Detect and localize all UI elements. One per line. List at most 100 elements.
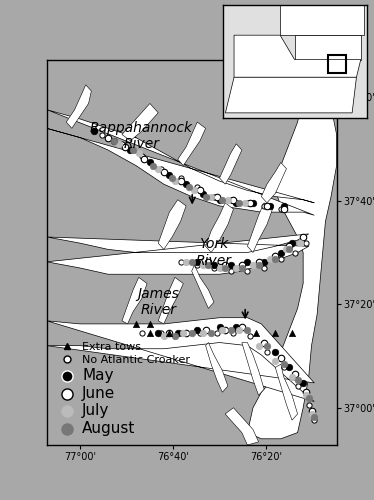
Point bbox=[311, 413, 317, 421]
Polygon shape bbox=[122, 278, 147, 324]
Point bbox=[272, 252, 278, 260]
Point bbox=[272, 254, 278, 262]
Point bbox=[283, 246, 289, 254]
Polygon shape bbox=[275, 364, 298, 420]
Point bbox=[300, 379, 306, 387]
Point bbox=[295, 382, 301, 390]
Point bbox=[214, 329, 220, 337]
Point bbox=[128, 146, 134, 154]
Point bbox=[158, 329, 164, 337]
Point bbox=[194, 326, 200, 334]
Point bbox=[158, 164, 164, 172]
Point bbox=[303, 388, 309, 396]
Point bbox=[222, 326, 228, 334]
Point bbox=[147, 320, 153, 328]
Point bbox=[289, 239, 295, 247]
Point bbox=[247, 199, 253, 207]
Point bbox=[166, 329, 172, 337]
Polygon shape bbox=[226, 78, 356, 113]
Point bbox=[247, 332, 253, 340]
Point bbox=[280, 364, 286, 372]
Point bbox=[111, 136, 117, 144]
Point bbox=[183, 329, 189, 337]
Point bbox=[138, 329, 144, 337]
Point bbox=[250, 199, 256, 207]
Point bbox=[245, 267, 251, 275]
Polygon shape bbox=[248, 60, 337, 439]
Point bbox=[239, 323, 245, 331]
Point bbox=[161, 332, 167, 340]
Point bbox=[272, 357, 278, 365]
Polygon shape bbox=[178, 122, 206, 166]
Point bbox=[261, 338, 267, 346]
Point bbox=[250, 261, 256, 269]
Point bbox=[91, 128, 97, 136]
Point bbox=[278, 254, 284, 262]
Point bbox=[178, 329, 184, 337]
Polygon shape bbox=[280, 5, 364, 35]
Polygon shape bbox=[122, 104, 158, 141]
Point bbox=[155, 164, 161, 172]
Point bbox=[147, 329, 153, 337]
Point bbox=[228, 196, 234, 203]
Point bbox=[272, 348, 278, 356]
Point bbox=[300, 233, 306, 241]
Polygon shape bbox=[295, 35, 361, 59]
Point bbox=[219, 196, 225, 203]
Point bbox=[264, 202, 270, 210]
Text: James
River: James River bbox=[137, 287, 179, 318]
Point bbox=[178, 174, 184, 182]
Point bbox=[264, 348, 270, 356]
Point bbox=[205, 261, 211, 269]
Point bbox=[233, 199, 239, 207]
Point bbox=[255, 342, 261, 349]
Point bbox=[272, 329, 278, 337]
Point bbox=[311, 416, 317, 424]
Point bbox=[286, 242, 292, 250]
Point bbox=[278, 205, 284, 213]
Point bbox=[278, 354, 284, 362]
Point bbox=[242, 199, 248, 207]
Point bbox=[255, 261, 261, 269]
Point bbox=[280, 205, 286, 213]
Polygon shape bbox=[158, 200, 186, 250]
Point bbox=[211, 192, 217, 200]
Point bbox=[233, 323, 239, 331]
Point bbox=[289, 329, 295, 337]
Point bbox=[217, 196, 223, 203]
Point bbox=[253, 329, 259, 337]
Point bbox=[217, 264, 223, 272]
Point bbox=[166, 329, 172, 337]
Point bbox=[172, 177, 178, 185]
Point bbox=[189, 329, 195, 337]
Bar bbox=[328, 56, 346, 73]
Point bbox=[189, 258, 195, 266]
Point bbox=[228, 267, 234, 275]
Point bbox=[141, 156, 147, 164]
Point bbox=[261, 202, 267, 210]
Point bbox=[211, 261, 217, 269]
Point bbox=[264, 342, 270, 349]
Point bbox=[214, 192, 220, 200]
Point bbox=[208, 329, 214, 337]
Point bbox=[228, 326, 234, 334]
Point bbox=[309, 410, 315, 418]
Text: Rappahannock
River: Rappahannock River bbox=[90, 121, 193, 151]
Point bbox=[309, 407, 315, 415]
Point bbox=[292, 248, 298, 256]
Polygon shape bbox=[220, 144, 242, 184]
Point bbox=[150, 162, 156, 170]
Polygon shape bbox=[234, 35, 361, 78]
Polygon shape bbox=[248, 203, 273, 252]
Point bbox=[197, 186, 203, 194]
Point bbox=[239, 261, 245, 269]
Point bbox=[178, 258, 184, 266]
Point bbox=[286, 246, 292, 254]
Point bbox=[222, 261, 228, 269]
Point bbox=[303, 392, 309, 400]
Point bbox=[255, 258, 261, 266]
Point bbox=[208, 192, 214, 200]
Point bbox=[175, 329, 181, 337]
Point bbox=[280, 202, 286, 210]
Polygon shape bbox=[192, 265, 214, 308]
